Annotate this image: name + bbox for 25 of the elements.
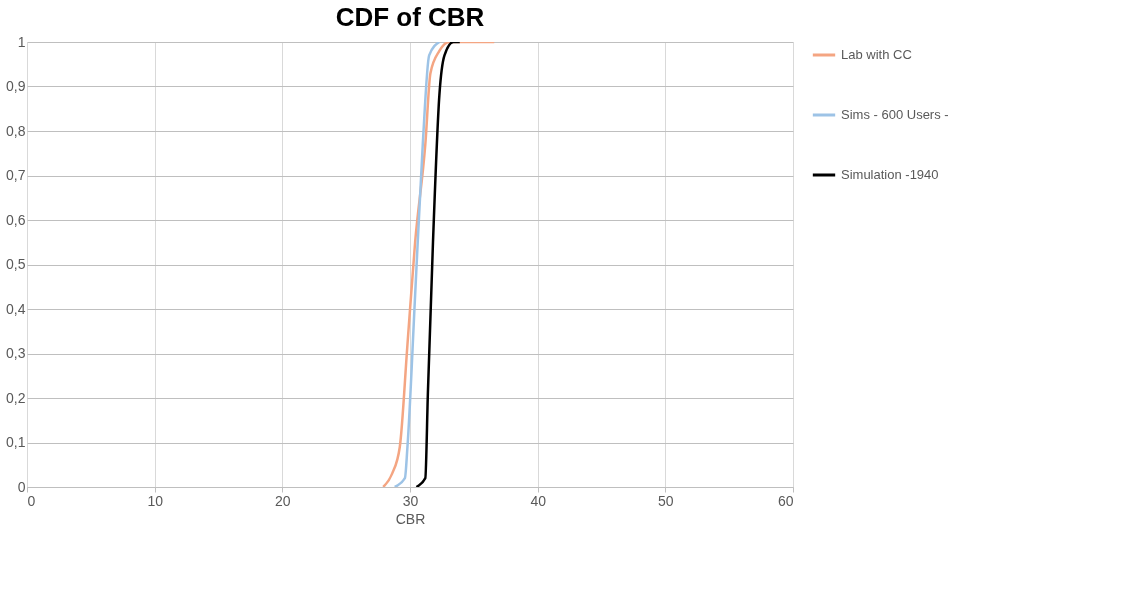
x-tick-label: 40 [530,492,547,509]
y-tick-label: 0,2 [6,389,26,406]
line-series [393,42,441,487]
y-tick-label: 0,4 [6,300,26,317]
y-tick-label: 0 [17,478,26,495]
line-series [381,42,496,487]
x-tick-label: 30 [402,492,419,509]
line-series [415,42,462,487]
x-tick-label: 60 [777,492,794,509]
legend-label: Simulation -1940 [841,167,939,182]
legend-label: Lab with CC [841,47,912,62]
x-axis-title: CBR [395,510,426,527]
y-tick-label: 0,8 [6,122,26,139]
y-tick-label: 0,7 [6,167,26,183]
y-tick-label: 0,3 [6,345,26,361]
legend-label: Sims - 600 Users - [841,107,949,122]
y-tick-label: 0,6 [6,211,26,228]
x-tick-label: 10 [147,492,164,509]
y-tick-label: 0,9 [6,78,26,94]
y-tick-label: 0,1 [6,434,26,450]
x-tick-label: 50 [658,492,674,509]
x-tick-label: 20 [275,492,291,509]
chart-title: CDF of CBR [335,2,485,32]
y-tick-label: 1 [17,33,26,50]
y-tick-label: 0,5 [6,256,26,272]
